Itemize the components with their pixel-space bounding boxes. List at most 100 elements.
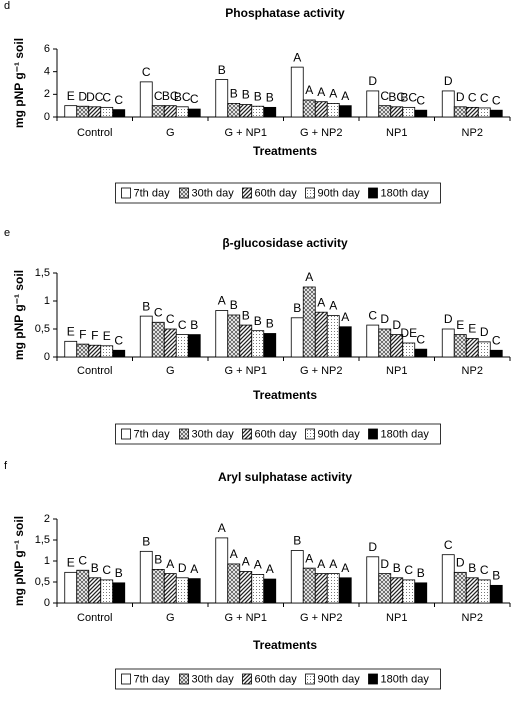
legend-label: 90th day: [318, 187, 361, 199]
significance-letter: C: [178, 318, 187, 332]
bar: [112, 109, 126, 118]
x-tick-label: G + NP1: [225, 127, 268, 139]
bar: [88, 106, 102, 118]
legend-swatch: [242, 673, 252, 685]
bar: [64, 571, 78, 604]
significance-letter: C: [380, 89, 389, 103]
x-tick-label: Control: [77, 612, 112, 624]
significance-letter: D: [380, 312, 389, 326]
significance-letter: A: [329, 87, 337, 101]
bar: [290, 550, 304, 604]
legend-box: [115, 182, 441, 204]
bar: [112, 349, 126, 358]
bar: [227, 314, 241, 358]
significance-letter: C: [368, 308, 377, 322]
significance-letter: A: [218, 294, 226, 308]
significance-letter: C: [142, 65, 151, 79]
significance-letter: B: [266, 91, 274, 105]
significance-letter: A: [266, 562, 274, 576]
bar: [187, 108, 201, 118]
bar: [414, 582, 428, 604]
y-tick-label: 2: [44, 88, 50, 100]
bar: [465, 106, 479, 118]
legend-swatch: [179, 673, 189, 685]
chart-title: β-glucosidase activity: [222, 236, 348, 250]
x-tick-label: G + NP1: [225, 365, 268, 377]
significance-letter: A: [341, 310, 349, 324]
x-tick-label: NP1: [386, 365, 407, 377]
legend-swatch: [368, 187, 378, 199]
bar: [100, 345, 114, 358]
significance-letter: D: [178, 561, 187, 575]
x-tick-label: Control: [77, 127, 112, 139]
legend-label: 180th day: [381, 187, 430, 199]
x-tick-label: G + NP1: [225, 612, 268, 624]
significance-letter: D: [480, 325, 489, 339]
bar: [64, 105, 78, 118]
x-tick-label: NP2: [462, 127, 483, 139]
legend-box: [115, 668, 441, 690]
legend-label: 180th day: [381, 428, 430, 440]
bar: [314, 311, 328, 358]
legend-swatch: [242, 428, 252, 440]
x-tick-label: NP1: [386, 127, 407, 139]
bar: [215, 79, 229, 118]
legend-label: 60th day: [255, 187, 298, 199]
bar: [139, 315, 153, 358]
legend-swatch: [121, 428, 131, 440]
significance-letter: D: [392, 318, 401, 332]
significance-letter: C: [444, 538, 453, 552]
y-tick-label: 0: [44, 111, 50, 123]
significance-letter: A: [190, 562, 198, 576]
significance-letter: E: [67, 324, 75, 338]
significance-letter: B: [293, 534, 301, 548]
legend-swatch: [368, 673, 378, 685]
significance-letter: B: [417, 566, 425, 580]
y-tick-label: 6: [44, 43, 50, 55]
significance-letter: C: [154, 89, 163, 103]
legend-label: 60th day: [255, 428, 298, 440]
bar: [489, 109, 503, 118]
y-tick-label: 1: [44, 295, 50, 307]
significance-letter: B: [266, 317, 274, 331]
bar: [187, 334, 201, 358]
legend-label: 60th day: [255, 673, 298, 685]
significance-letter: A: [305, 83, 313, 97]
significance-letter: E: [67, 556, 75, 570]
bar: [163, 105, 177, 118]
bar: [187, 578, 201, 604]
x-tick-label: G + NP2: [300, 612, 343, 624]
significance-letter: B: [142, 535, 150, 549]
significance-letter: B: [293, 301, 301, 315]
y-tick-label: 2: [44, 513, 50, 525]
significance-letter: A: [317, 557, 325, 571]
bar: [263, 578, 277, 604]
panel-label: d: [4, 0, 10, 12]
significance-letter: BC: [174, 90, 191, 104]
panel-label: e: [4, 227, 10, 239]
significance-letter: C: [416, 332, 425, 346]
significance-letter: B: [154, 553, 162, 567]
bar: [227, 563, 241, 604]
bar: [477, 341, 491, 358]
significance-letter: A: [166, 557, 174, 571]
bar: [88, 344, 102, 358]
legend-label: 7th day: [134, 673, 171, 685]
x-tick-label: NP2: [462, 365, 483, 377]
significance-letter: B: [242, 308, 250, 322]
bar: [163, 573, 177, 604]
bar: [378, 328, 392, 358]
significance-letter: A: [305, 270, 313, 284]
x-tick-label: G: [166, 365, 175, 377]
significance-letter: C: [404, 563, 413, 577]
significance-letter: D: [368, 540, 377, 554]
bar: [139, 550, 153, 604]
bar: [477, 579, 491, 604]
bar: [290, 317, 304, 358]
significance-letter: C: [492, 93, 501, 107]
significance-letter: D: [78, 89, 87, 103]
significance-letter: C: [492, 333, 501, 347]
legend-label: 30th day: [192, 187, 235, 199]
bar: [263, 106, 277, 118]
significance-letter: C: [416, 93, 425, 107]
